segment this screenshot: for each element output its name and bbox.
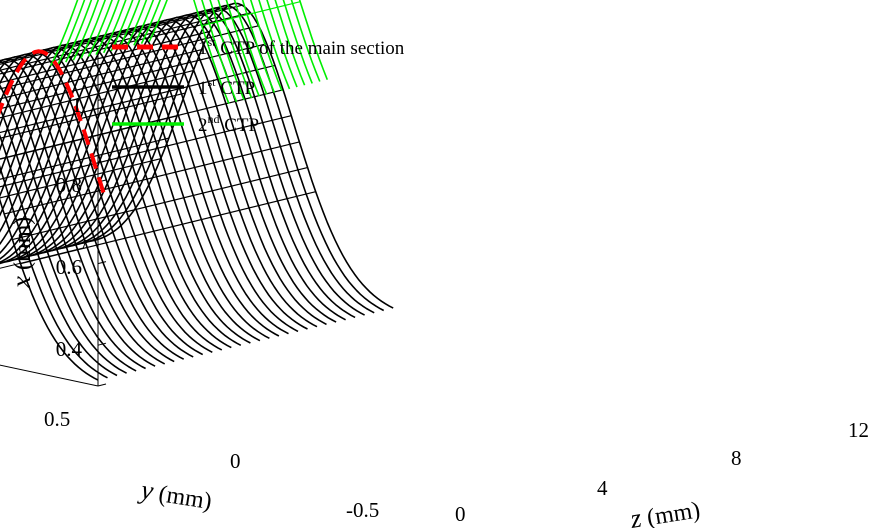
x-tick-label: 0.8 xyxy=(56,173,82,197)
ctp1-mesh-line xyxy=(0,2,235,62)
ctp1-mesh-line xyxy=(0,49,202,100)
ctp2-profile-line xyxy=(57,0,238,103)
ctp1-profile-line xyxy=(0,84,137,372)
ctp2-profile-line xyxy=(80,0,260,97)
y-tick-label: -0.5 xyxy=(346,498,379,522)
z-tick-label: 4 xyxy=(597,476,608,500)
ctp1-mesh-line xyxy=(4,141,300,215)
main-section-ctp-line xyxy=(0,49,106,194)
ctp1-profile-line xyxy=(0,133,118,377)
ctp1-profile-line xyxy=(0,197,99,381)
ctp1-mesh-line xyxy=(0,92,186,139)
ctp2-mesh-line xyxy=(201,1,301,27)
x-tick-mark xyxy=(97,261,107,265)
ctp1-mesh-line xyxy=(0,25,259,90)
x-tick-label: 0.6 xyxy=(56,255,82,279)
ctp1-mesh-line xyxy=(0,43,267,110)
z-tick-label: 0 xyxy=(455,502,466,526)
ctp1-mesh-line xyxy=(20,191,316,265)
x-tick-label: 0.4 xyxy=(56,337,83,361)
y-tick-label: 0 xyxy=(230,449,241,473)
ctp1-mesh-line xyxy=(0,70,194,119)
tick-labels: 0.4 0.6 0.8 1 0.5 0 -0.5 0 4 8 12 xyxy=(44,93,869,526)
y-axis-title: y (mm) xyxy=(136,474,214,515)
ctp1-mesh-line xyxy=(12,167,308,241)
ctp1-profile-line xyxy=(83,2,394,309)
ctp1-mesh-line xyxy=(0,4,243,65)
ctp1-profile-line xyxy=(0,68,146,370)
ctp2-profile-line xyxy=(102,0,283,92)
ctp2-profile-line xyxy=(65,0,245,101)
z-tick-label: 8 xyxy=(731,446,742,470)
z-tick-label: 12 xyxy=(848,418,869,442)
ctp1-mesh-line xyxy=(0,6,227,64)
x-tick-mark xyxy=(97,342,107,346)
ctp2-profile-line xyxy=(110,0,291,90)
ctp1-mesh-line xyxy=(0,30,210,84)
axis-titles: x (mm) y (mm) z (mm) xyxy=(6,217,702,528)
ctp2-profile-line xyxy=(118,0,298,88)
ctp2-profile-line xyxy=(72,0,253,99)
ctp2-profile-line xyxy=(95,0,276,93)
surface xyxy=(0,0,394,381)
ctp2-profile-line xyxy=(87,0,268,95)
z-axis-title: z (mm) xyxy=(627,493,702,528)
ctp1-profile-line xyxy=(0,28,289,335)
y-axis-line xyxy=(0,364,99,387)
legend-label: 1st CTP xyxy=(198,75,255,99)
x-axis-title: x (mm) xyxy=(6,217,36,289)
legend-label: 2nd CTP xyxy=(198,112,259,136)
ctp1-mesh-line xyxy=(0,158,161,199)
ctp1-profile-line xyxy=(0,106,127,374)
legend-label: 1st CTP of the main section xyxy=(198,35,405,59)
y-tick-label: 0.5 xyxy=(44,407,70,431)
ctp1-mesh-line xyxy=(0,64,276,134)
legend: 1st CTP of the main section 1st CTP 2nd … xyxy=(112,35,405,136)
ctp1-mesh-line xyxy=(0,137,170,180)
ctp2-profile-line xyxy=(49,0,230,104)
y-tick-mark xyxy=(97,383,107,387)
ctp1-mesh-line xyxy=(0,115,292,188)
ctp1-profile-line xyxy=(0,165,108,379)
ctp1-mesh-line xyxy=(0,89,284,160)
x-tick-label: 1 xyxy=(72,93,83,117)
